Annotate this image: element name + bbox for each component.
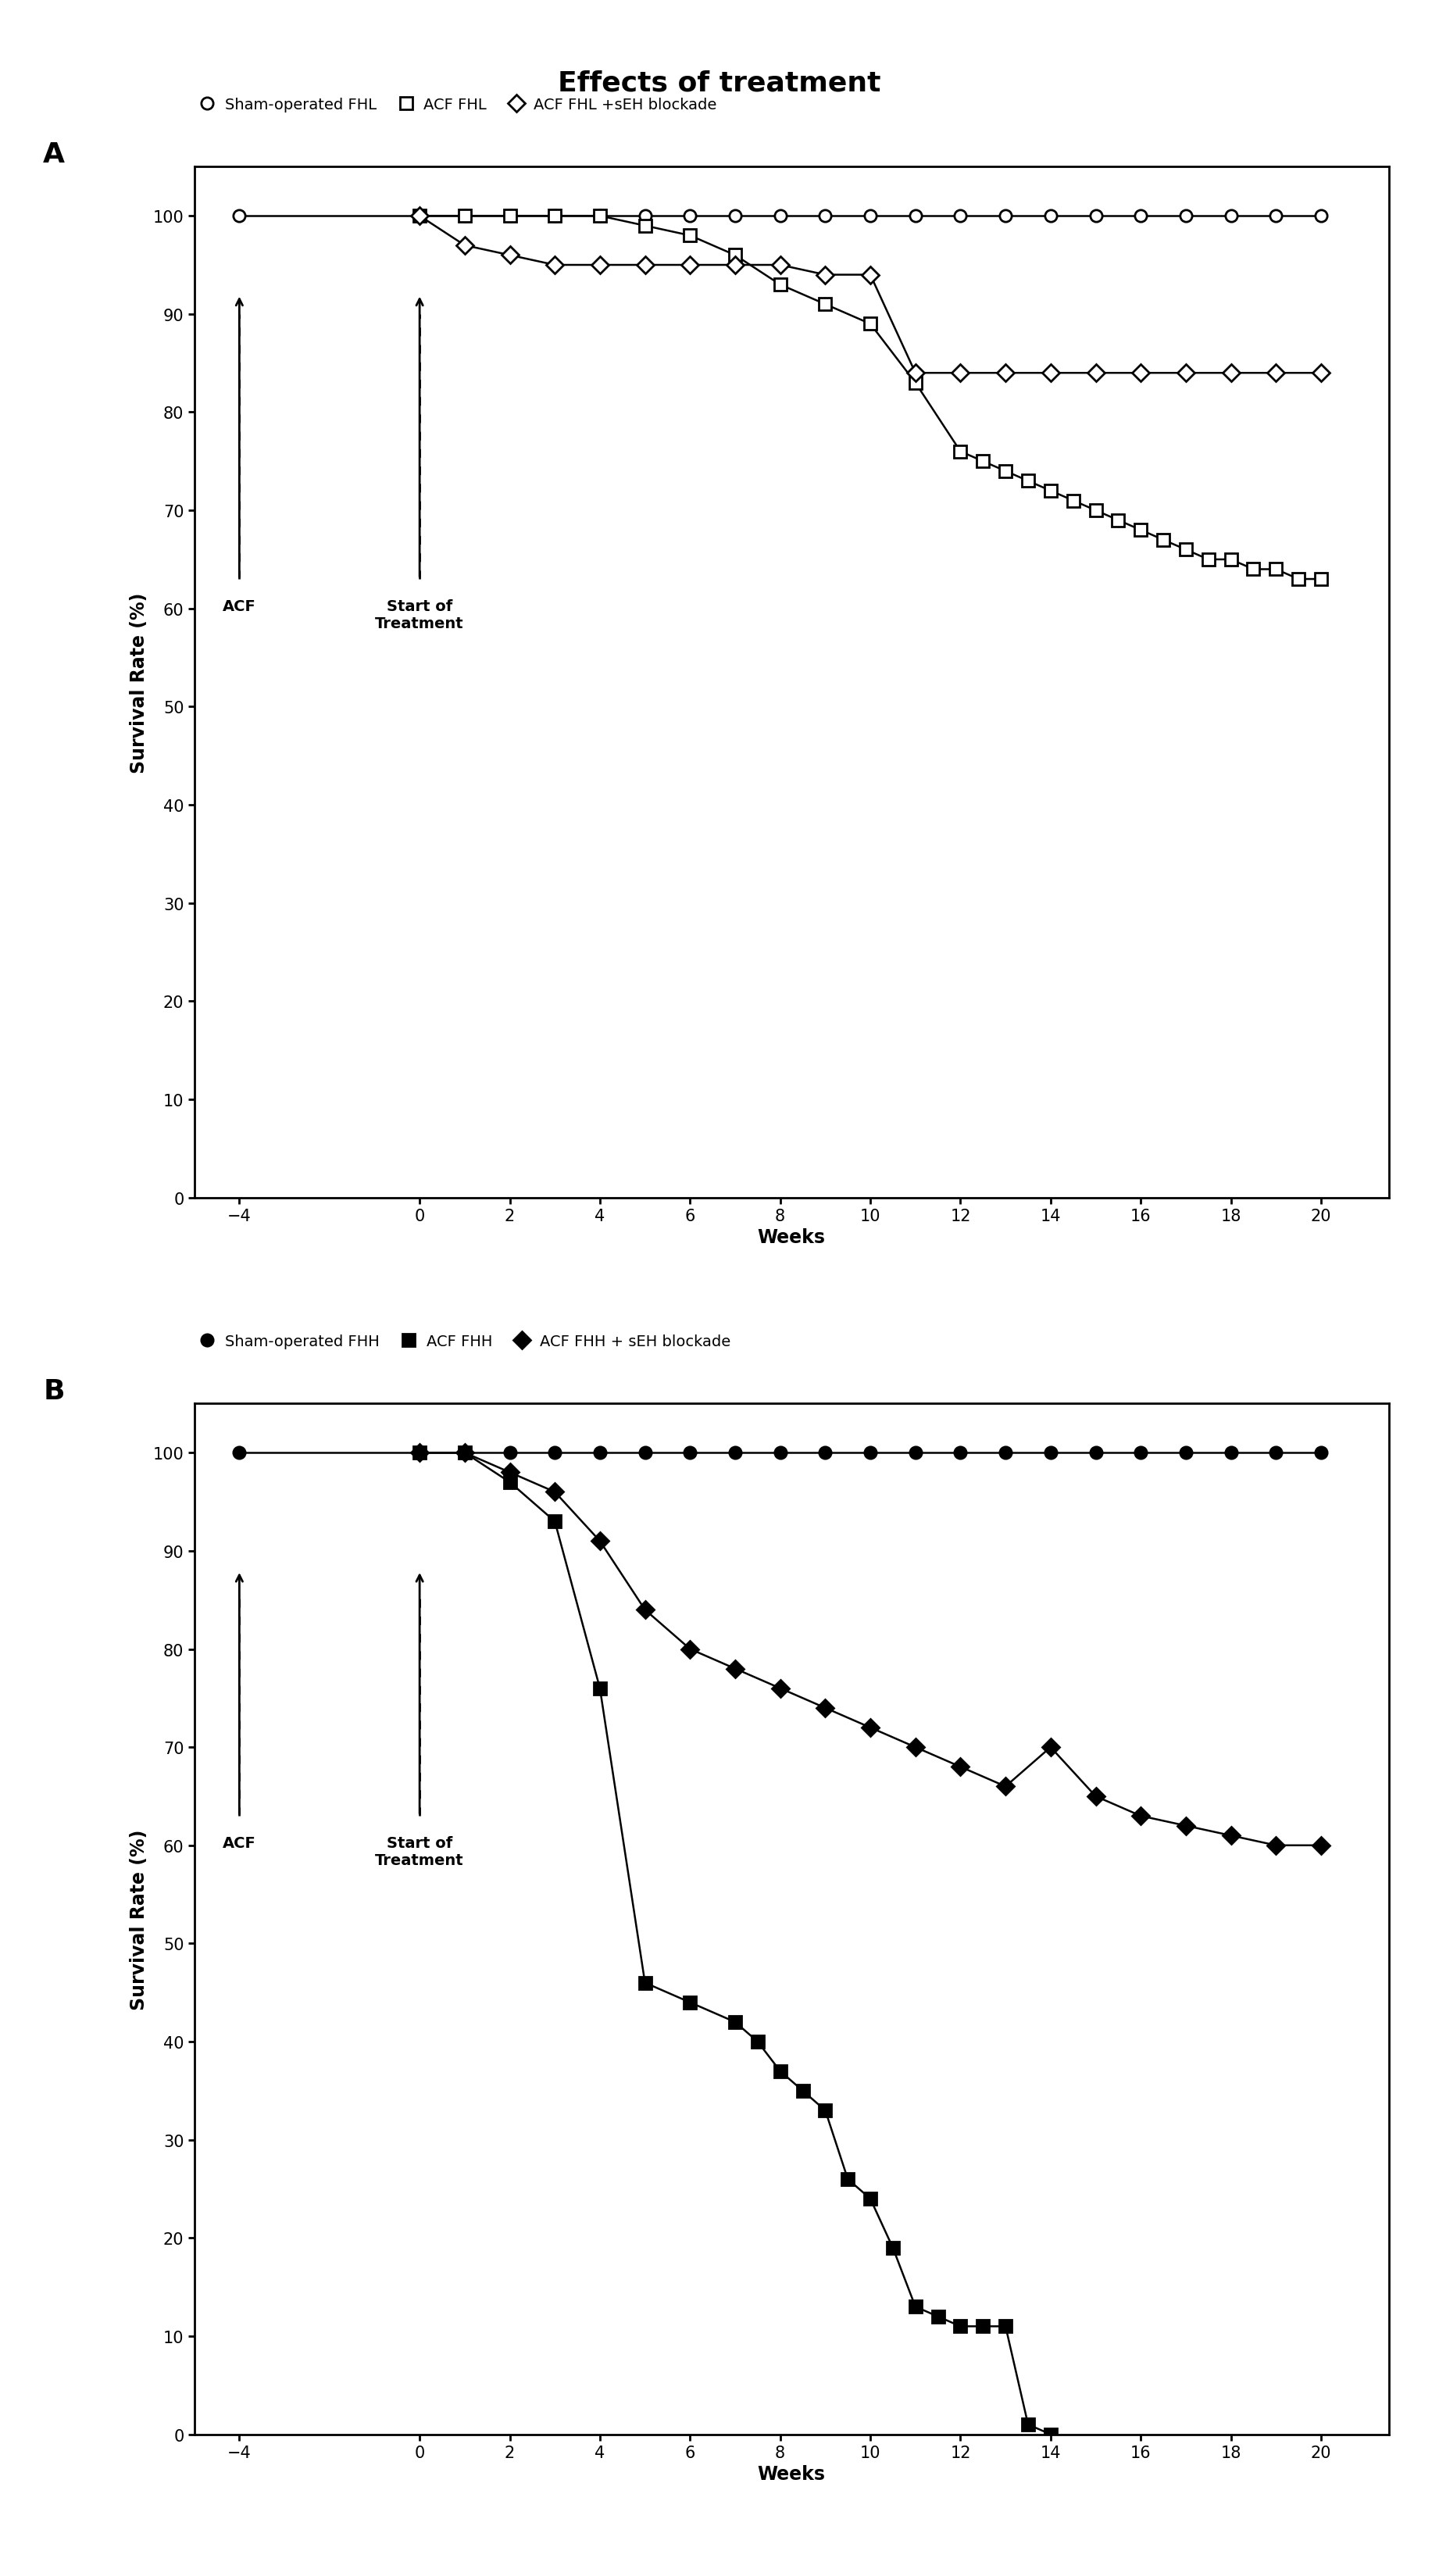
Legend: Sham-operated FHH, ACF FHH, ACF FHH + sEH blockade: Sham-operated FHH, ACF FHH, ACF FHH + sE… xyxy=(190,1329,737,1355)
Text: ACF: ACF xyxy=(223,1837,256,1850)
X-axis label: Weeks: Weeks xyxy=(757,1229,826,1247)
X-axis label: Weeks: Weeks xyxy=(757,2465,826,2483)
Text: Start of
Treatment: Start of Treatment xyxy=(376,1837,463,1868)
Text: B: B xyxy=(43,1378,65,1404)
Text: Start of
Treatment: Start of Treatment xyxy=(376,600,463,631)
Text: ACF: ACF xyxy=(223,600,256,613)
Y-axis label: Survival Rate (%): Survival Rate (%) xyxy=(130,592,148,773)
Text: Effects of treatment: Effects of treatment xyxy=(558,70,881,95)
Text: A: A xyxy=(43,142,65,167)
Legend: Sham-operated FHL, ACF FHL, ACF FHL +sEH blockade: Sham-operated FHL, ACF FHL, ACF FHL +sEH… xyxy=(190,93,722,118)
Y-axis label: Survival Rate (%): Survival Rate (%) xyxy=(130,1829,148,2009)
